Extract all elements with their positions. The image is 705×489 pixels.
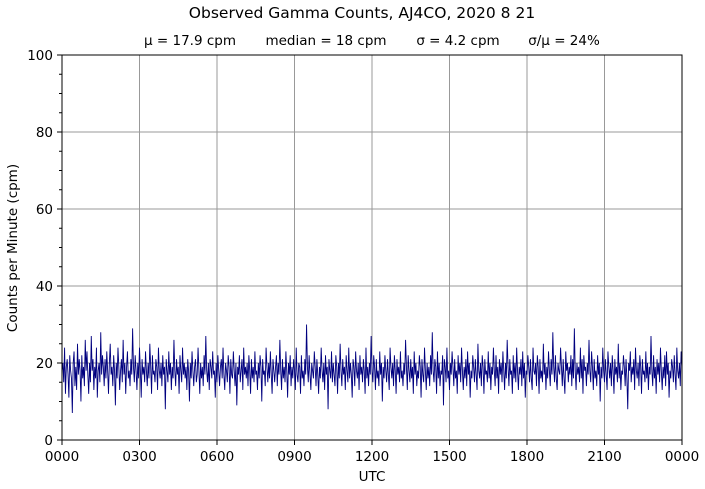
series-line-0	[61, 324, 683, 414]
x-tick-label: 0000	[665, 449, 699, 465]
y-tick-label: 100	[27, 48, 53, 64]
subtitle-sigma: σ = 4.2 cpm	[416, 33, 499, 49]
y-axis: 0 20 40 60 80 100	[27, 48, 62, 449]
y-tick-label: 0	[44, 433, 53, 449]
y-axis-label: Counts per Minute (cpm)	[5, 164, 21, 332]
x-tick-label: 0300	[122, 449, 156, 465]
x-tick-label: 1500	[432, 449, 466, 465]
grid	[61, 54, 683, 441]
subtitle-mean: μ = 17.9 cpm	[144, 33, 236, 49]
y-tick-label: 60	[36, 202, 53, 218]
y-tick-label: 20	[36, 356, 53, 372]
x-tick-label: 1200	[355, 449, 389, 465]
subtitle-sigma-over-mu: σ/μ = 24%	[528, 33, 600, 49]
x-tick-label: 0900	[277, 449, 311, 465]
series-group	[61, 324, 683, 414]
x-tick-label: 0600	[200, 449, 234, 465]
x-axis-label: UTC	[359, 469, 386, 485]
subtitle-median: median = 18 cpm	[265, 33, 386, 49]
x-tick-label: 1800	[510, 449, 544, 465]
x-tick-label: 2100	[587, 449, 621, 465]
y-tick-label: 80	[36, 125, 53, 141]
y-tick-label: 40	[36, 279, 53, 295]
chart-title: Observed Gamma Counts, AJ4CO, 2020 8 21	[189, 4, 535, 22]
x-axis: 0000 0300 0600 0900 1200 1500 1800 2100 0000	[45, 440, 699, 465]
x-tick-label: 0000	[45, 449, 79, 465]
